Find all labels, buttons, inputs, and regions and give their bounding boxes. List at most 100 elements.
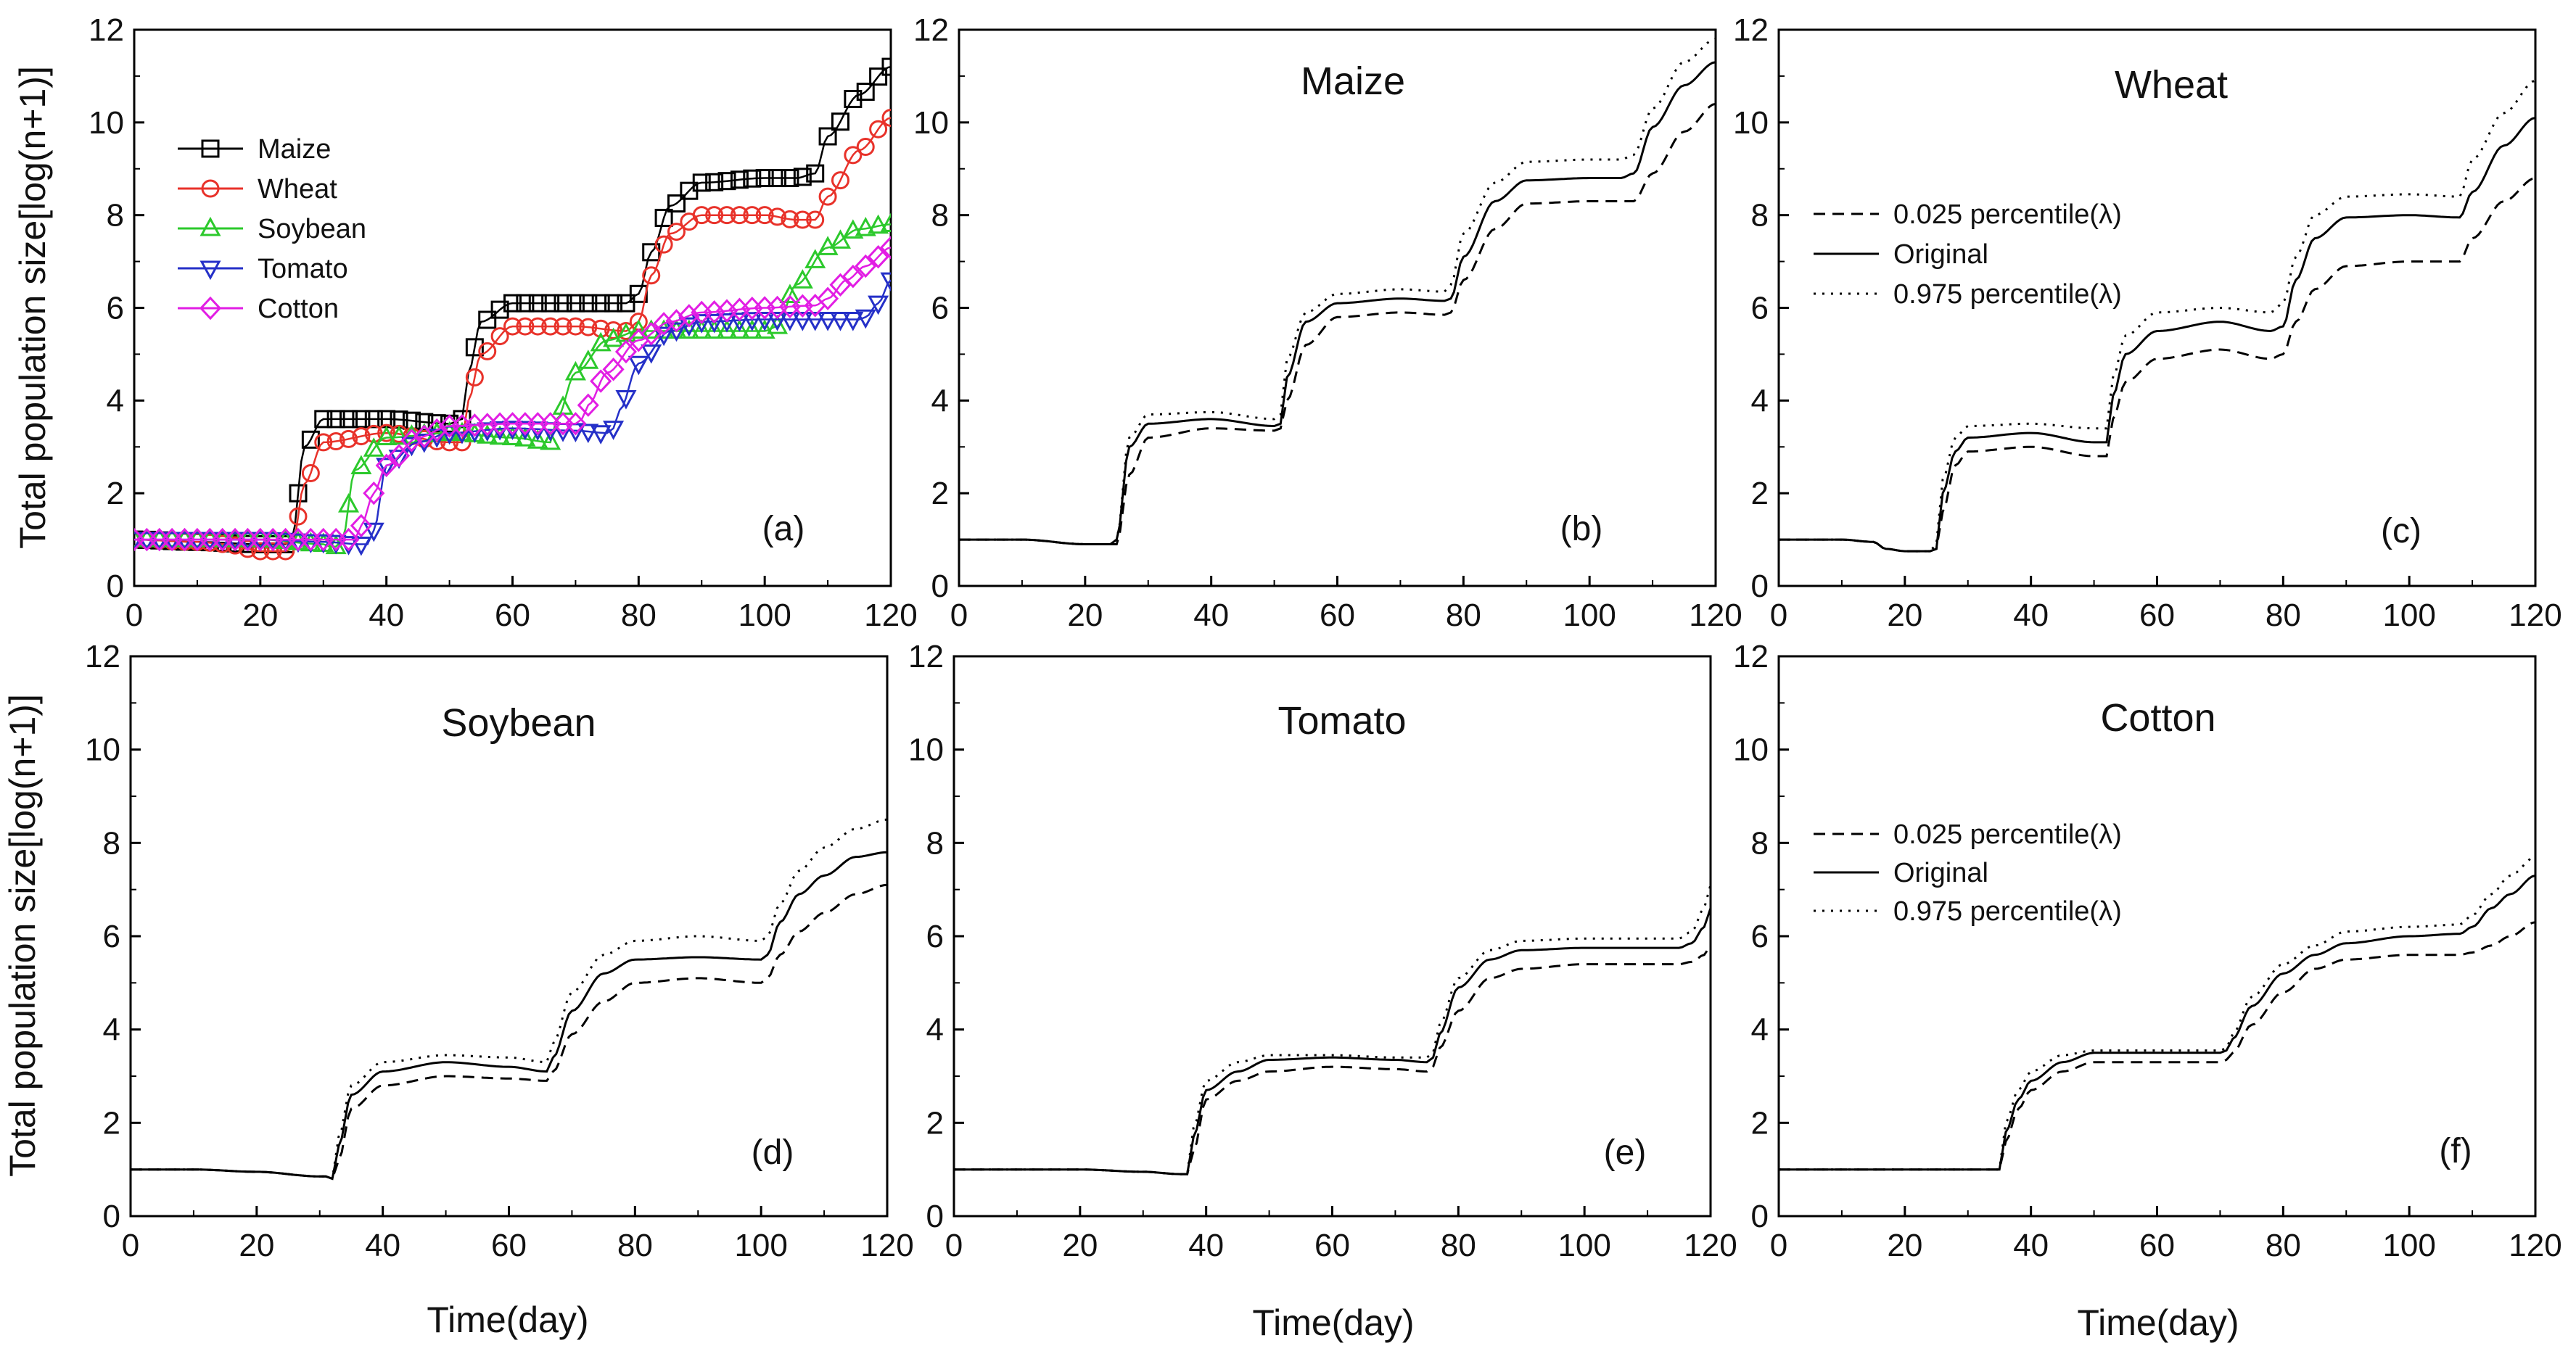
y-tick-label: 6 <box>103 919 120 954</box>
x-tick-label: 120 <box>864 598 917 633</box>
point-tomato <box>779 311 801 331</box>
point-tomato <box>627 355 649 376</box>
x-tick-label: 100 <box>1563 598 1616 633</box>
panel-title: Tomato <box>1277 699 1406 743</box>
point-wheat <box>856 138 875 157</box>
point-cotton <box>817 286 839 310</box>
series-line-0-025-percentile- <box>954 945 1711 1176</box>
x-tick-label: 0 <box>125 598 143 633</box>
x-tick-label: 60 <box>1320 598 1355 633</box>
x-axis-title-e: Time(day) <box>1252 1302 1414 1343</box>
point-cotton <box>590 369 612 393</box>
point-maize <box>768 169 787 188</box>
point-cotton <box>640 322 662 346</box>
point-cotton <box>350 513 372 538</box>
legend-marker <box>199 296 222 321</box>
point-maize <box>617 294 635 313</box>
point-soybean <box>805 249 826 268</box>
point-wheat <box>755 206 774 225</box>
point-wheat <box>503 317 522 336</box>
point-wheat <box>516 317 535 336</box>
point-tomato <box>855 309 876 329</box>
point-maize <box>516 294 535 313</box>
point-wheat <box>717 206 736 225</box>
point-maize <box>289 484 308 503</box>
point-tomato <box>829 311 851 331</box>
point-maize <box>717 172 736 191</box>
series-line-original <box>1779 116 2535 553</box>
series-group <box>1779 79 2535 553</box>
point-cotton <box>363 481 385 505</box>
x-tick-label: 100 <box>1557 1228 1610 1263</box>
x-tick-label: 80 <box>1441 1228 1476 1263</box>
point-cotton <box>855 254 877 278</box>
point-wheat <box>768 207 787 226</box>
y-tick-label: 12 <box>1733 639 1769 674</box>
x-tick-label: 40 <box>365 1228 400 1263</box>
point-soybean <box>829 229 851 249</box>
x-tick-label: 40 <box>1193 598 1229 633</box>
point-soybean <box>728 319 750 339</box>
y-tick-label: 2 <box>931 476 949 511</box>
x-tick-label: 100 <box>734 1228 787 1263</box>
x-tick-label: 100 <box>738 598 791 633</box>
x-tick-label: 120 <box>860 1228 913 1263</box>
plot-frame <box>958 28 1717 587</box>
plot-frame <box>1777 28 2537 587</box>
series-group <box>1779 856 2535 1171</box>
point-wheat <box>705 206 724 225</box>
point-soybean <box>704 319 725 339</box>
point-wheat <box>490 327 509 346</box>
y-tick-label: 12 <box>89 12 124 48</box>
y-axis-title-bottom: Total population size[log(n+1)] <box>2 694 43 1177</box>
legend-label: Tomato <box>258 254 348 284</box>
point-wheat <box>667 223 686 241</box>
legend-marker <box>201 139 220 158</box>
point-wheat <box>541 317 560 336</box>
series-line-0-025-percentile- <box>1779 177 2535 553</box>
y-tick-label: 4 <box>103 1012 120 1048</box>
point-cotton <box>388 444 411 468</box>
y-tick-label: 6 <box>1751 291 1769 326</box>
y-tick-label: 8 <box>1751 198 1769 234</box>
legend-label: Wheat <box>258 174 337 204</box>
point-wheat <box>579 318 598 336</box>
point-maize <box>856 82 875 101</box>
x-tick-label: 0 <box>1770 598 1787 633</box>
point-wheat <box>869 120 888 139</box>
point-wheat <box>465 368 484 387</box>
legend: 0.025 percentile(λ) Original 0.975 percent… <box>1814 199 2122 310</box>
point-tomato <box>880 272 891 292</box>
x-tick-label: 40 <box>369 598 404 633</box>
y-tick-label: 6 <box>1751 919 1769 954</box>
x-tick-label: 20 <box>1887 598 1922 633</box>
point-wheat <box>364 424 383 443</box>
point-maize <box>579 294 598 313</box>
point-maize <box>781 169 799 188</box>
point-cotton <box>665 309 688 333</box>
x-tick-label: 80 <box>1446 598 1481 633</box>
y-axis-title-top: Total population size[log(n+1)] <box>12 66 53 549</box>
x-tick-label: 100 <box>2382 1228 2435 1263</box>
series-line-original <box>959 61 1716 545</box>
point-soybean <box>791 269 813 289</box>
point-wheat <box>326 432 345 451</box>
x-tick-label: 40 <box>2013 598 2049 633</box>
point-maize <box>881 57 891 76</box>
y-tick-label: 2 <box>926 1105 944 1141</box>
legend: Maize Wheat Soybean Tomato Cotton <box>178 134 366 324</box>
point-maize <box>541 294 560 313</box>
x-tick-label: 0 <box>945 1228 963 1263</box>
point-wheat <box>654 235 673 254</box>
y-tick-label: 10 <box>85 732 120 768</box>
y-tick-label: 12 <box>908 639 944 674</box>
point-cotton <box>653 312 675 336</box>
x-tick-label: 20 <box>242 598 278 633</box>
point-soybean <box>868 214 889 234</box>
point-wheat <box>263 542 282 561</box>
point-maize <box>465 338 484 357</box>
point-cotton <box>841 264 864 289</box>
point-maize <box>692 173 711 192</box>
point-cotton <box>400 429 423 453</box>
